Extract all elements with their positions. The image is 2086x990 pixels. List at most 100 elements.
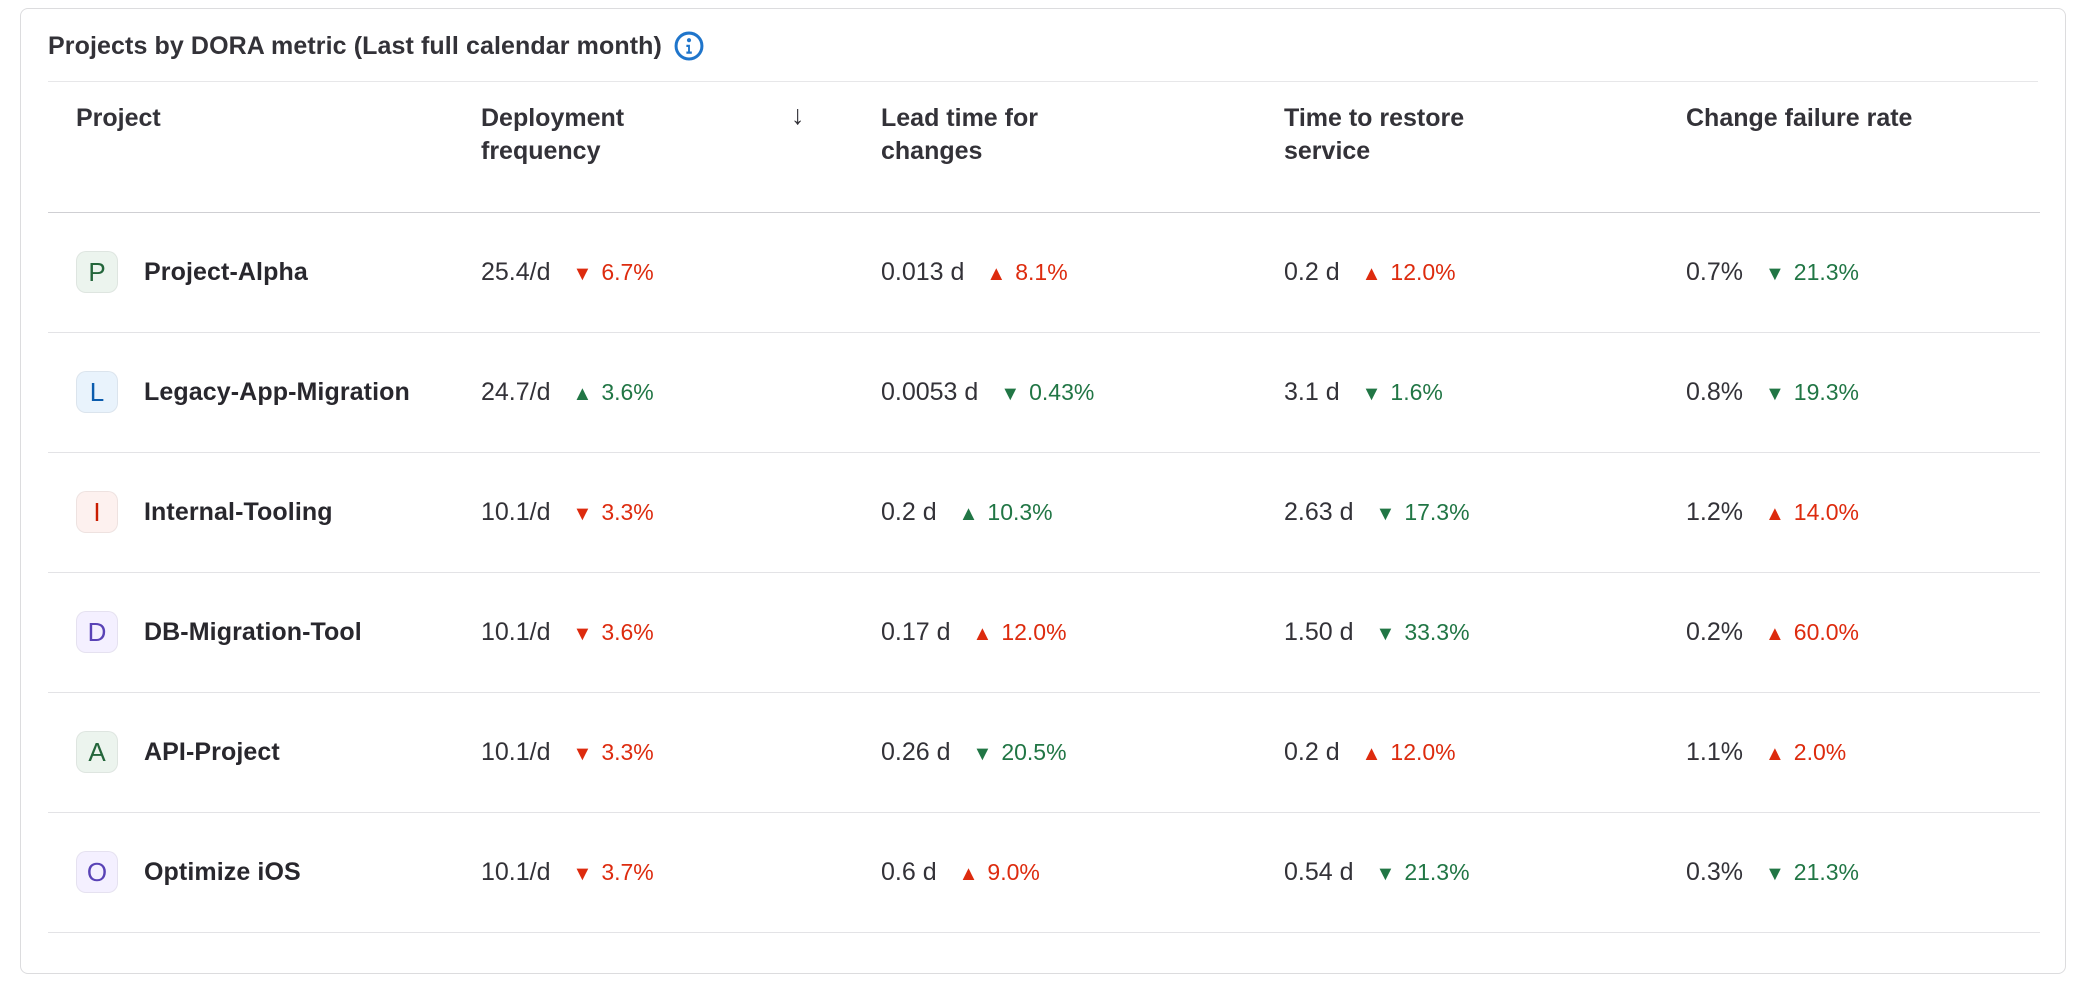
dora-metrics-table: Project Deployment frequency ↓ Lead time…	[48, 82, 2040, 933]
lead-time-cell: 0.26 d ▼ 20.5%	[881, 692, 1284, 812]
metric-value: 24.7/d	[481, 377, 551, 406]
project-name: Internal-Tooling	[144, 497, 333, 526]
project-link[interactable]: I Internal-Tooling	[76, 491, 481, 533]
column-header-project[interactable]: Project	[48, 82, 481, 213]
project-link[interactable]: L Legacy-App-Migration	[76, 371, 481, 413]
trend-arrow-icon: ▼	[1764, 262, 1785, 285]
metric-delta: ▲ 60.0%	[1765, 619, 1859, 646]
table-row: I Internal-Tooling 10.1/d ▼ 3.3% 0.2 d ▲…	[48, 452, 2040, 572]
metric-value: 10.1/d	[481, 617, 551, 646]
table-row: L Legacy-App-Migration 24.7/d ▲ 3.6% 0.0…	[48, 332, 2040, 452]
column-header-deployment-frequency[interactable]: Deployment frequency ↓	[481, 82, 881, 213]
metric-delta-value: 3.3%	[601, 498, 654, 525]
table-header-row: Project Deployment frequency ↓ Lead time…	[48, 82, 2040, 213]
column-header-lead-time-for-changes[interactable]: Lead time for changes	[881, 82, 1284, 213]
trend-arrow-icon: ▼	[1361, 382, 1382, 405]
project-link[interactable]: P Project-Alpha	[76, 251, 481, 293]
metric-value: 0.17 d	[881, 617, 951, 646]
trend-arrow-icon: ▼	[1375, 502, 1396, 525]
column-header-time-to-restore-service[interactable]: Time to restore service	[1284, 82, 1686, 213]
dora-metrics-card: Projects by DORA metric (Last full calen…	[20, 8, 2066, 974]
time-to-restore-cell: 0.54 d ▼ 21.3%	[1284, 812, 1686, 932]
metric-value: 0.013 d	[881, 257, 965, 286]
metric-delta: ▼ 3.3%	[573, 499, 654, 526]
trend-arrow-icon: ▲	[958, 862, 979, 885]
metric-value: 0.6 d	[881, 857, 937, 886]
card-header: Projects by DORA metric (Last full calen…	[48, 9, 2038, 82]
metric-delta: ▲ 12.0%	[973, 619, 1067, 646]
change-failure-rate-cell: 1.2% ▲ 14.0%	[1686, 452, 2040, 572]
metric-value: 0.3%	[1686, 857, 1743, 886]
metric-delta-value: 9.0%	[987, 858, 1040, 885]
change-failure-rate-cell: 0.8% ▼ 19.3%	[1686, 332, 2040, 452]
metric-delta-value: 10.3%	[987, 498, 1053, 525]
trend-arrow-icon: ▲	[1361, 262, 1382, 285]
trend-arrow-icon: ▲	[986, 262, 1007, 285]
deployment-frequency-cell: 10.1/d ▼ 3.3%	[481, 452, 881, 572]
metric-delta-value: 0.43%	[1029, 378, 1095, 405]
trend-arrow-icon: ▲	[572, 382, 593, 405]
metric-delta-value: 1.6%	[1390, 378, 1443, 405]
metric-value: 0.7%	[1686, 257, 1743, 286]
metric-value: 1.1%	[1686, 737, 1743, 766]
metric-delta: ▲ 14.0%	[1765, 499, 1859, 526]
metric-value: 0.2 d	[881, 497, 937, 526]
metric-value: 2.63 d	[1284, 497, 1354, 526]
info-icon[interactable]	[674, 31, 704, 61]
lead-time-cell: 0.2 d ▲ 10.3%	[881, 452, 1284, 572]
metric-value: 0.2 d	[1284, 257, 1340, 286]
trend-arrow-icon: ▲	[1764, 502, 1785, 525]
metric-value: 0.26 d	[881, 737, 951, 766]
trend-arrow-icon: ▼	[572, 502, 593, 525]
metric-delta-value: 14.0%	[1793, 498, 1859, 525]
metric-value: 3.1 d	[1284, 377, 1340, 406]
metric-delta-value: 3.6%	[601, 618, 654, 645]
metric-delta: ▼ 17.3%	[1376, 499, 1470, 526]
metric-value: 25.4/d	[481, 257, 551, 286]
metric-value: 0.2%	[1686, 617, 1743, 646]
project-avatar: D	[76, 611, 118, 653]
metric-delta-value: 3.6%	[601, 378, 654, 405]
trend-arrow-icon: ▼	[1764, 862, 1785, 885]
table-row: A API-Project 10.1/d ▼ 3.3% 0.26 d ▼ 20.…	[48, 692, 2040, 812]
lead-time-cell: 0.0053 d ▼ 0.43%	[881, 332, 1284, 452]
project-avatar: P	[76, 251, 118, 293]
metric-value: 10.1/d	[481, 497, 551, 526]
project-avatar: O	[76, 851, 118, 893]
change-failure-rate-cell: 1.1% ▲ 2.0%	[1686, 692, 2040, 812]
metric-delta-value: 21.3%	[1404, 858, 1470, 885]
metric-delta: ▼ 19.3%	[1765, 379, 1859, 406]
project-link[interactable]: A API-Project	[76, 731, 481, 773]
column-header-change-failure-rate[interactable]: Change failure rate	[1686, 82, 2040, 213]
project-name: DB-Migration-Tool	[144, 617, 362, 646]
time-to-restore-cell: 1.50 d ▼ 33.3%	[1284, 572, 1686, 692]
metric-delta: ▼ 0.43%	[1000, 379, 1094, 406]
metric-delta-value: 3.7%	[601, 858, 654, 885]
trend-arrow-icon: ▼	[572, 862, 593, 885]
metric-delta: ▼ 3.3%	[573, 739, 654, 766]
metric-delta-value: 21.3%	[1793, 858, 1859, 885]
time-to-restore-cell: 2.63 d ▼ 17.3%	[1284, 452, 1686, 572]
trend-arrow-icon: ▲	[958, 502, 979, 525]
metric-value: 1.2%	[1686, 497, 1743, 526]
sort-descending-icon: ↓	[791, 100, 805, 130]
change-failure-rate-cell: 0.7% ▼ 21.3%	[1686, 212, 2040, 332]
time-to-restore-cell: 0.2 d ▲ 12.0%	[1284, 692, 1686, 812]
metric-value: 0.54 d	[1284, 857, 1354, 886]
table-header: Project Deployment frequency ↓ Lead time…	[48, 82, 2040, 213]
metric-value: 0.2 d	[1284, 737, 1340, 766]
metric-delta-value: 19.3%	[1793, 378, 1859, 405]
metric-delta: ▼ 3.6%	[573, 619, 654, 646]
project-avatar: I	[76, 491, 118, 533]
metric-delta-value: 6.7%	[601, 258, 654, 285]
project-name: Project-Alpha	[144, 257, 308, 286]
metric-delta: ▼ 21.3%	[1376, 859, 1470, 886]
metric-delta: ▼ 33.3%	[1376, 619, 1470, 646]
metric-delta: ▲ 8.1%	[986, 259, 1067, 286]
table-row: D DB-Migration-Tool 10.1/d ▼ 3.6% 0.17 d…	[48, 572, 2040, 692]
change-failure-rate-cell: 0.2% ▲ 60.0%	[1686, 572, 2040, 692]
metric-delta: ▼ 3.7%	[573, 859, 654, 886]
project-link[interactable]: D DB-Migration-Tool	[76, 611, 481, 653]
project-link[interactable]: O Optimize iOS	[76, 851, 481, 893]
deployment-frequency-cell: 10.1/d ▼ 3.6%	[481, 572, 881, 692]
